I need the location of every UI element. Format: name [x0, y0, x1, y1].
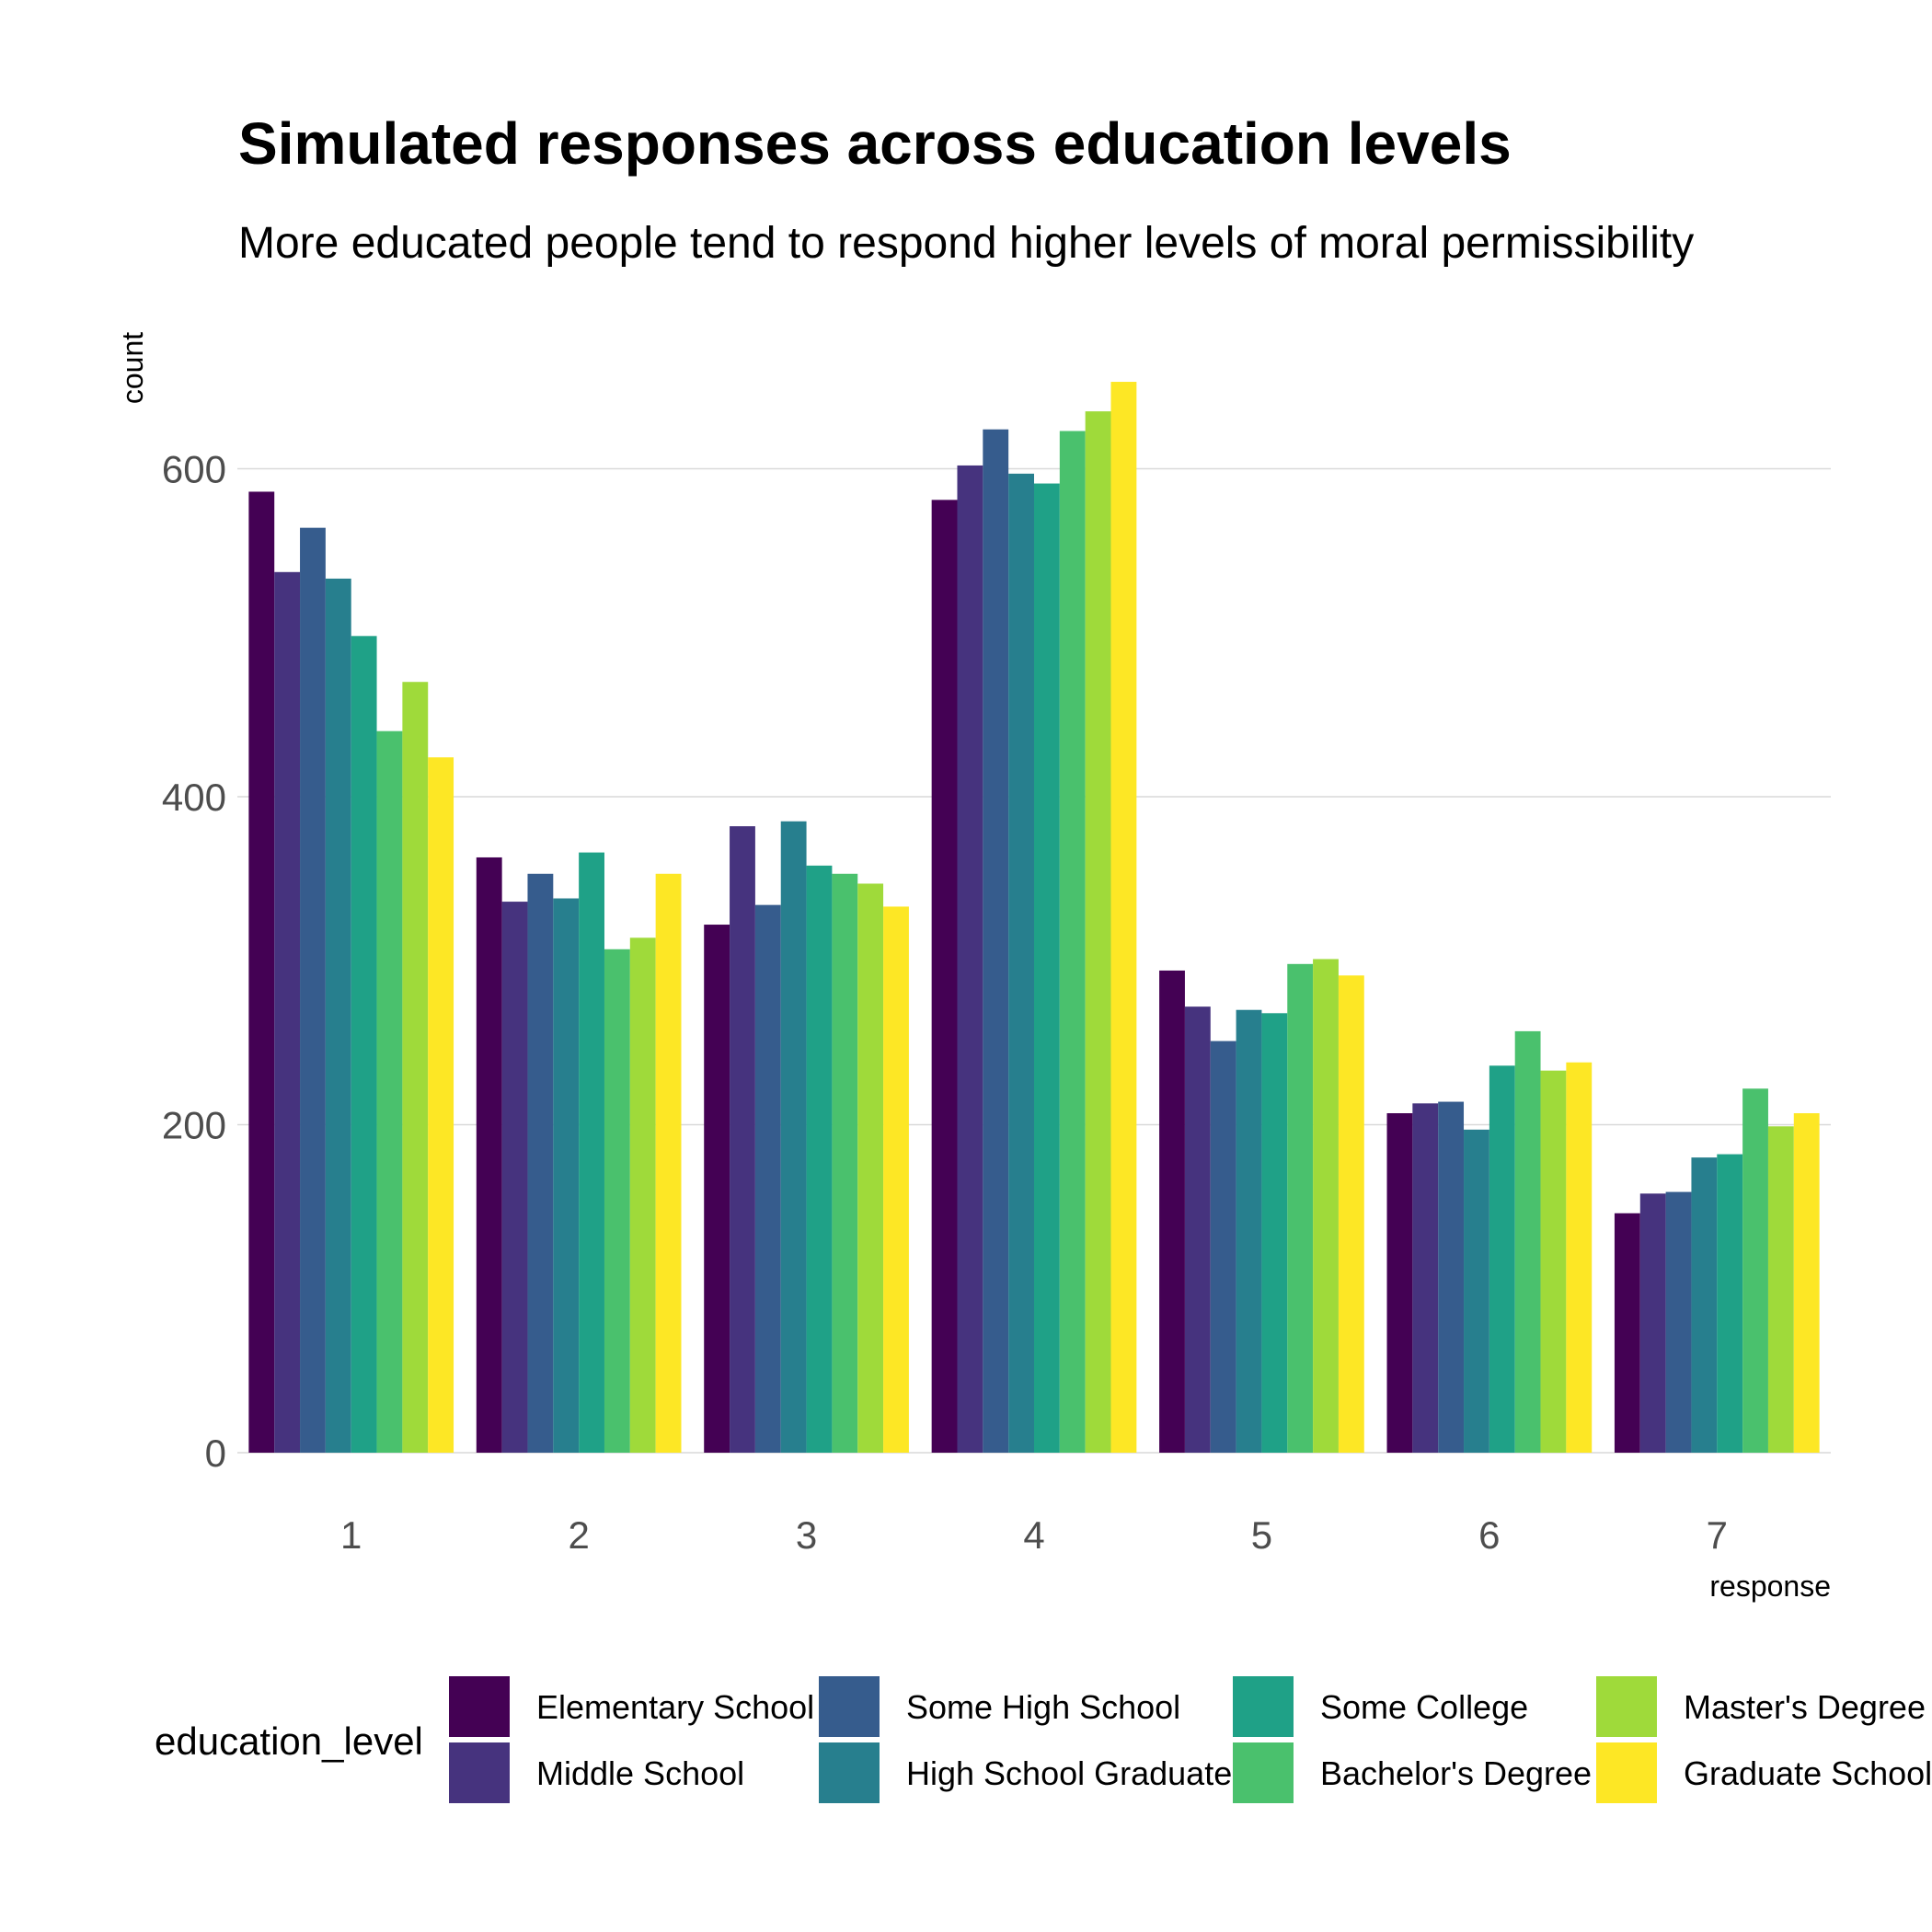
- bar: [931, 500, 958, 1454]
- legend-label: Middle School: [536, 1754, 744, 1792]
- bar: [402, 682, 429, 1453]
- x-tick-label: 3: [796, 1513, 817, 1557]
- bar: [1464, 1129, 1489, 1453]
- bar: [1665, 1191, 1692, 1453]
- bar: [1566, 1062, 1593, 1453]
- bar: [351, 636, 377, 1453]
- y-axis-ticks: 0 200 400 600: [162, 448, 226, 1476]
- legend-label: Some College: [1320, 1688, 1528, 1726]
- bar: [1767, 1126, 1794, 1453]
- x-axis-title: response: [1709, 1570, 1831, 1603]
- x-tick-label: 2: [568, 1513, 589, 1557]
- bar: [1184, 1006, 1211, 1453]
- x-tick-label: 5: [1251, 1513, 1272, 1557]
- legend-label: Graduate School: [1684, 1754, 1932, 1792]
- bar: [376, 730, 403, 1453]
- bar: [527, 873, 554, 1453]
- bar: [1514, 1030, 1541, 1453]
- bar: [476, 857, 502, 1453]
- bar: [1159, 970, 1185, 1453]
- bar: [1639, 1193, 1666, 1453]
- chart-subtitle: More educated people tend to respond hig…: [238, 219, 1694, 268]
- bar: [1287, 963, 1314, 1453]
- bar: [883, 906, 909, 1453]
- bar: [1236, 1009, 1262, 1453]
- y-tick-label: 0: [205, 1432, 226, 1475]
- bar: [983, 429, 1009, 1454]
- bar: [1338, 975, 1364, 1453]
- x-axis-ticks: 1 2 3 4 5 6 7: [340, 1513, 1728, 1557]
- bar: [857, 883, 884, 1453]
- bar: [1489, 1065, 1515, 1453]
- bar: [730, 826, 755, 1453]
- legend-label: Master's Degree: [1684, 1688, 1926, 1726]
- bar: [300, 527, 326, 1453]
- legend-label: Bachelor's Degree: [1320, 1754, 1592, 1792]
- legend-title: education_level: [155, 1719, 423, 1763]
- bar: [780, 821, 807, 1453]
- y-tick-label: 400: [162, 776, 226, 819]
- bar: [274, 571, 301, 1453]
- bar: [1793, 1113, 1820, 1453]
- legend-label: Elementary School: [536, 1688, 814, 1726]
- y-axis-title: count: [116, 332, 149, 404]
- bar: [1691, 1157, 1718, 1453]
- legend-key: [449, 1676, 510, 1737]
- y-tick-label: 600: [162, 448, 226, 491]
- bar: [1438, 1101, 1465, 1453]
- bar: [1313, 959, 1339, 1453]
- bar: [325, 578, 351, 1453]
- bar: [579, 852, 604, 1453]
- bar: [1034, 483, 1060, 1453]
- bar: [1717, 1154, 1743, 1453]
- bar: [957, 465, 983, 1453]
- bar: [604, 949, 630, 1453]
- legend-key: [1596, 1742, 1657, 1803]
- legend-key: [819, 1742, 880, 1803]
- y-tick-label: 200: [162, 1104, 226, 1147]
- bar: [704, 925, 730, 1453]
- x-tick-label: 1: [340, 1513, 362, 1557]
- legend: education_level Elementary School Middle …: [155, 1676, 1932, 1803]
- legend-key: [1596, 1676, 1657, 1737]
- bars: [248, 382, 1820, 1454]
- chart-title: Simulated responses across education lev…: [238, 110, 1512, 177]
- bar: [806, 865, 833, 1453]
- bar: [1540, 1070, 1567, 1453]
- bar: [1085, 411, 1111, 1453]
- bar: [754, 904, 781, 1453]
- bar: [1210, 1041, 1236, 1453]
- bar: [1386, 1113, 1413, 1453]
- legend-key: [1233, 1676, 1294, 1737]
- bar: [501, 902, 528, 1453]
- x-tick-label: 7: [1707, 1513, 1728, 1557]
- bar: [655, 873, 682, 1453]
- bar: [832, 873, 858, 1453]
- bar: [1614, 1213, 1640, 1453]
- legend-label: Some High School: [906, 1688, 1180, 1726]
- legend-key: [819, 1676, 880, 1737]
- bar: [629, 937, 656, 1453]
- legend-label: High School Graduate: [906, 1754, 1232, 1792]
- x-tick-label: 4: [1023, 1513, 1044, 1557]
- legend-key: [1233, 1742, 1294, 1803]
- bar: [248, 491, 275, 1453]
- x-tick-label: 6: [1478, 1513, 1500, 1557]
- bar: [1412, 1103, 1439, 1453]
- bar: [1059, 431, 1086, 1454]
- bar: [1742, 1088, 1768, 1453]
- bar: [1261, 1013, 1288, 1453]
- bar: [428, 757, 454, 1453]
- bar: [1008, 473, 1034, 1454]
- legend-key: [449, 1742, 510, 1803]
- bar: [553, 898, 580, 1453]
- bar: [1110, 382, 1137, 1454]
